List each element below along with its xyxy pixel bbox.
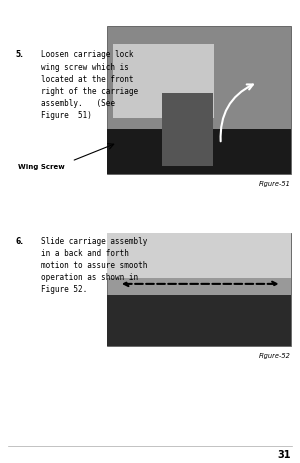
Text: 31: 31 (277, 449, 290, 459)
FancyBboxPatch shape (107, 234, 290, 279)
Text: Loosen carriage lock
wing screw which is
located at the front
right of the carri: Loosen carriage lock wing screw which is… (40, 50, 138, 120)
FancyBboxPatch shape (107, 295, 290, 346)
Text: Slide carriage assembly
in a back and forth
motion to assure smooth
operation as: Slide carriage assembly in a back and fo… (40, 236, 147, 294)
FancyBboxPatch shape (107, 27, 290, 174)
FancyBboxPatch shape (162, 94, 214, 167)
Text: Figure-52: Figure-52 (259, 352, 290, 358)
Text: Wing Screw: Wing Screw (18, 163, 65, 169)
FancyBboxPatch shape (107, 130, 290, 174)
Text: Figure-51: Figure-51 (259, 181, 290, 187)
FancyBboxPatch shape (113, 45, 214, 119)
FancyBboxPatch shape (107, 234, 290, 346)
Text: 6.: 6. (15, 236, 23, 245)
Text: 5.: 5. (15, 50, 23, 59)
